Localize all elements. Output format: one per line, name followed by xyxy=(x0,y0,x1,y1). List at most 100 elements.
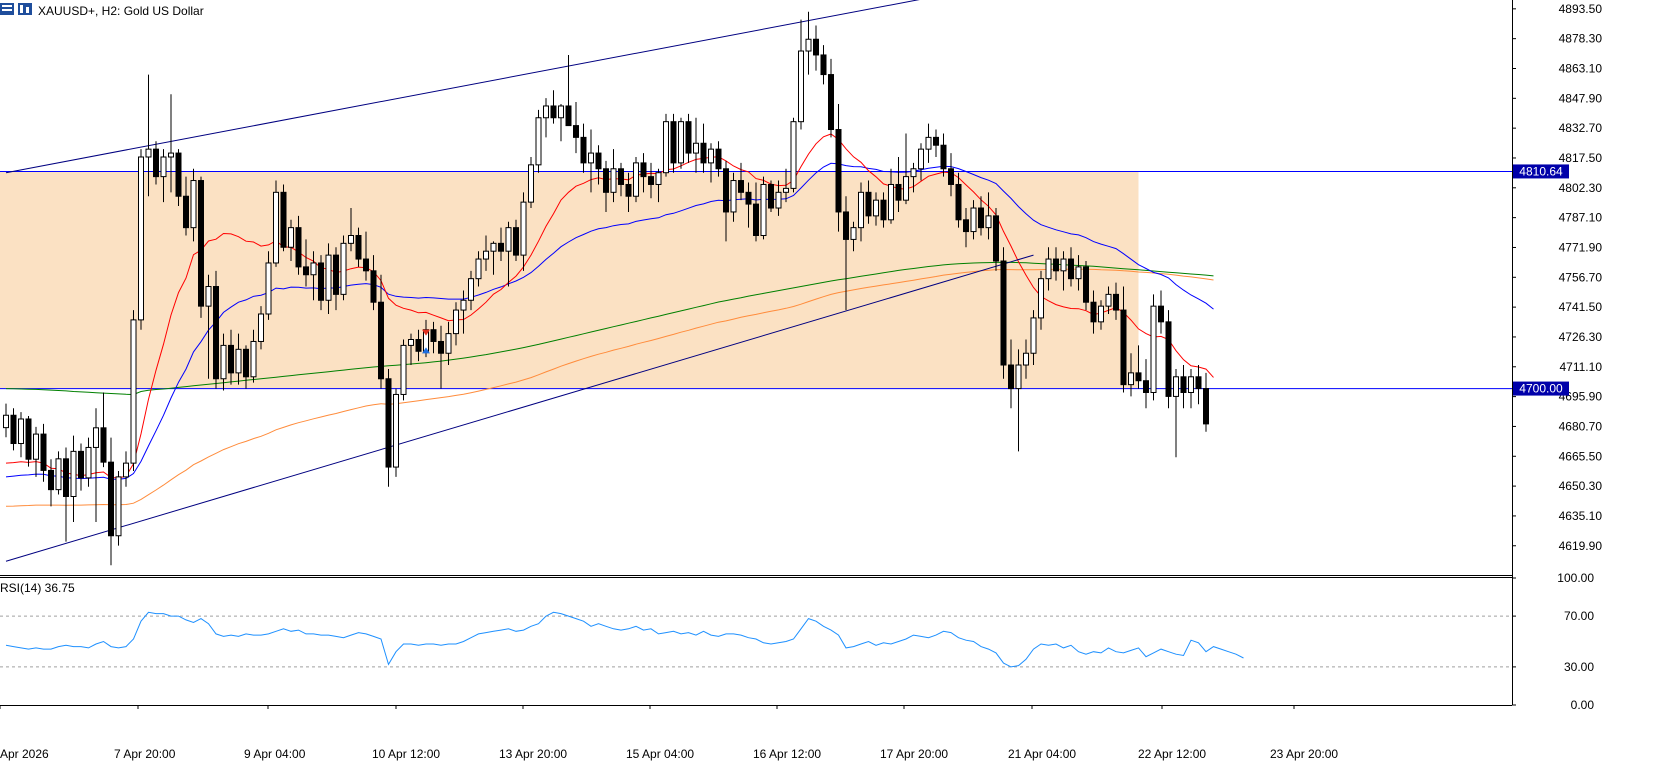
candle xyxy=(753,182,759,242)
candle xyxy=(370,255,377,311)
candle-body xyxy=(1128,372,1134,386)
candle xyxy=(1150,294,1157,401)
candle-body xyxy=(18,418,24,445)
candle-body xyxy=(370,270,377,303)
candle xyxy=(63,447,69,542)
candle xyxy=(415,329,422,362)
candle xyxy=(1030,310,1037,366)
candle-body xyxy=(790,121,797,189)
ma-long-line xyxy=(5,261,1214,396)
candle xyxy=(1083,261,1089,311)
candle-body xyxy=(655,172,662,185)
candle-body xyxy=(1180,376,1187,393)
candle-body xyxy=(820,54,827,76)
candle xyxy=(723,160,729,242)
candle xyxy=(933,129,939,157)
time-tick-label: 21 Apr 04:00 xyxy=(1008,747,1076,761)
candle xyxy=(93,408,99,523)
price-tag[interactable] xyxy=(1513,381,1569,396)
candle xyxy=(775,180,782,216)
candle-body xyxy=(70,450,77,498)
candle-body xyxy=(723,168,729,213)
candle xyxy=(828,58,834,138)
candle xyxy=(978,196,984,236)
candle xyxy=(1128,353,1134,397)
candle xyxy=(813,25,819,71)
candle-body xyxy=(708,148,714,164)
candle-body xyxy=(603,168,609,193)
candle xyxy=(580,123,587,173)
time-tick-label: 7 Apr 20:00 xyxy=(114,747,176,761)
price-tag-label: 4810.64 xyxy=(1519,164,1563,178)
candle-body xyxy=(145,148,152,158)
candle xyxy=(738,162,744,201)
candle-body xyxy=(310,262,317,276)
candle xyxy=(243,345,249,389)
candle-body xyxy=(618,168,624,185)
candle xyxy=(1098,300,1104,330)
candle-body xyxy=(78,450,84,479)
candle-body xyxy=(160,156,167,178)
candle xyxy=(1113,282,1119,320)
candle xyxy=(798,19,804,130)
candle-body xyxy=(1075,266,1082,280)
candle-body xyxy=(1008,364,1014,390)
candle xyxy=(400,339,407,401)
candle xyxy=(280,184,287,252)
candle-body xyxy=(1188,376,1194,393)
candle xyxy=(205,274,212,379)
candle-body xyxy=(963,219,969,233)
candle-body xyxy=(1173,376,1179,397)
candle xyxy=(1135,345,1142,389)
candle-body xyxy=(138,156,144,321)
candle-body xyxy=(400,344,407,395)
candle-body xyxy=(933,136,939,146)
candle xyxy=(3,403,9,438)
candle-body xyxy=(588,152,594,164)
candle xyxy=(685,113,692,163)
candle xyxy=(550,90,557,124)
channel-upper-line[interactable] xyxy=(5,0,959,174)
candle-body xyxy=(955,183,962,221)
candle xyxy=(235,333,242,385)
rsi-tick-label: 30.00 xyxy=(1564,660,1594,674)
time-tick-label: 9 Apr 04:00 xyxy=(244,747,306,761)
price-tag[interactable] xyxy=(1513,164,1569,179)
candle xyxy=(70,435,77,523)
candle xyxy=(880,192,887,228)
candle xyxy=(18,412,24,458)
candle xyxy=(348,208,354,252)
candle xyxy=(745,182,752,228)
candle xyxy=(168,94,174,193)
price-tag-label: 4700.00 xyxy=(1519,382,1563,396)
candle xyxy=(475,251,482,287)
candle-body xyxy=(993,215,999,262)
rsi-title: RSI(14) 36.75 xyxy=(0,581,75,595)
candle xyxy=(543,98,549,138)
candle xyxy=(520,192,527,271)
candle-body xyxy=(475,258,482,280)
candle xyxy=(250,329,257,383)
candle-body xyxy=(250,340,257,378)
candle xyxy=(25,416,32,467)
channel-lower-line[interactable] xyxy=(5,254,1034,562)
candle xyxy=(985,192,992,240)
candle xyxy=(55,451,62,495)
candle-body xyxy=(393,393,399,468)
candle xyxy=(670,113,677,173)
candle-body xyxy=(1120,309,1127,386)
price-tick-label: 4817.50 xyxy=(1559,151,1603,165)
candle xyxy=(910,162,917,193)
candle-body xyxy=(108,461,114,537)
candle-body xyxy=(648,176,654,185)
candle-body xyxy=(843,211,849,240)
candle xyxy=(123,451,129,487)
candlestick-chart-icon[interactable] xyxy=(0,3,32,15)
candle-body xyxy=(228,344,234,374)
price-tick-label: 4741.50 xyxy=(1559,300,1603,314)
candle-body xyxy=(798,50,804,123)
candle-body xyxy=(303,266,309,276)
candle xyxy=(535,109,542,173)
